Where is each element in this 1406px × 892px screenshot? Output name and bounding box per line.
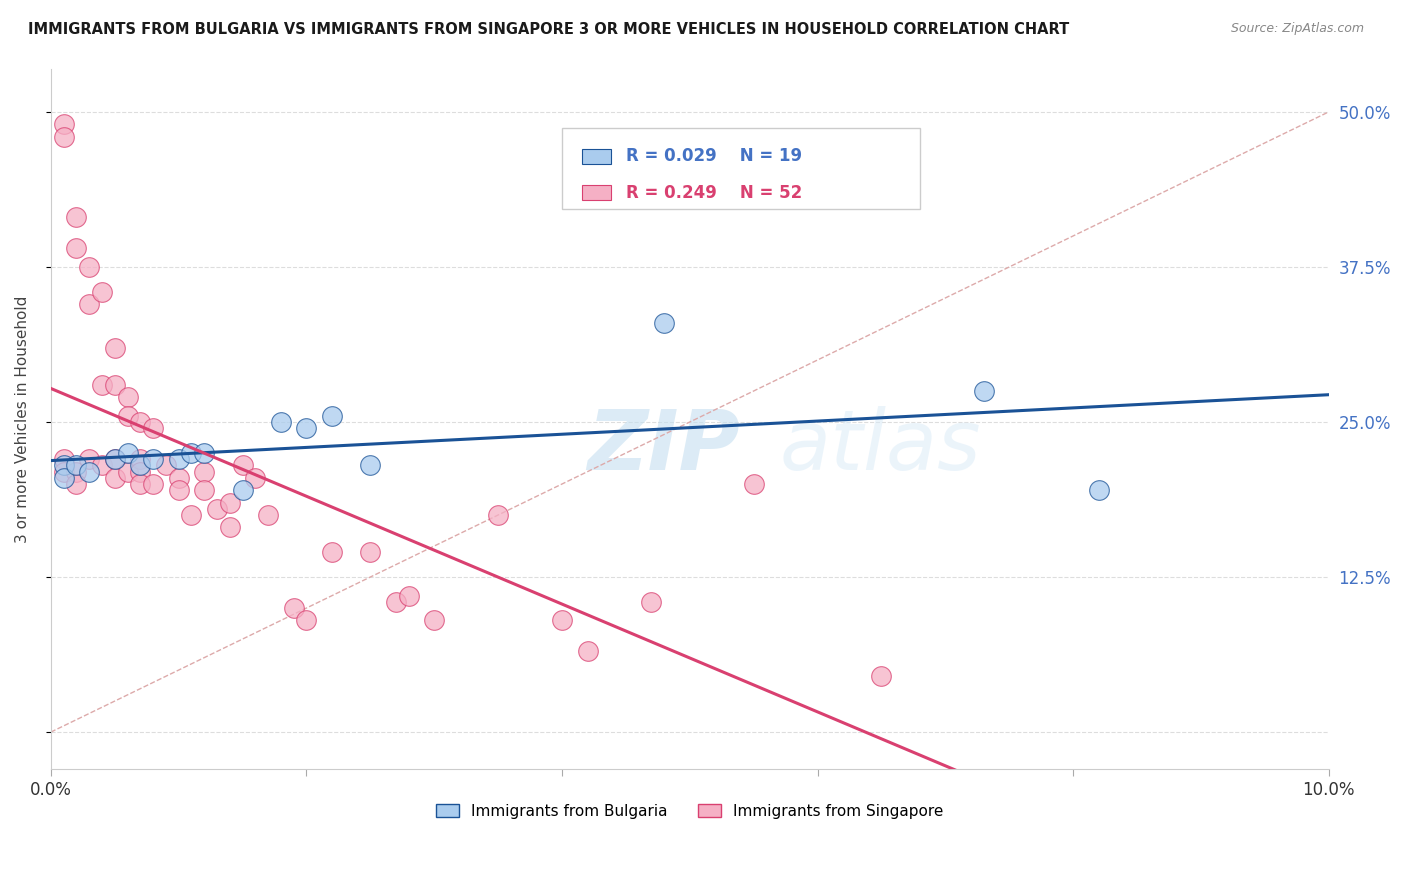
Point: [180, 446, 202, 460]
Point: [193, 483, 215, 498]
Legend: Immigrants from Bulgaria, Immigrants from Singapore: Immigrants from Bulgaria, Immigrants fro…: [430, 797, 949, 825]
Point: [52, 458, 75, 473]
Point: [205, 501, 228, 516]
Point: [321, 545, 343, 559]
Text: R = 0.029    N = 19: R = 0.029 N = 19: [626, 147, 801, 165]
Point: [973, 384, 995, 398]
Point: [65, 477, 87, 491]
Point: [193, 465, 215, 479]
Point: [52, 117, 75, 131]
Y-axis label: 3 or more Vehicles in Household: 3 or more Vehicles in Household: [15, 295, 30, 542]
Point: [52, 465, 75, 479]
Point: [52, 452, 75, 467]
Point: [155, 458, 177, 473]
Point: [129, 465, 152, 479]
Point: [295, 421, 318, 435]
Point: [257, 508, 280, 522]
Point: [652, 316, 675, 330]
Point: [167, 452, 190, 467]
Point: [65, 458, 87, 473]
Point: [167, 483, 190, 498]
Point: [65, 211, 87, 225]
Point: [640, 595, 662, 609]
Point: [167, 471, 190, 485]
Text: R = 0.249    N = 52: R = 0.249 N = 52: [626, 184, 801, 202]
Point: [193, 446, 215, 460]
Point: [295, 614, 318, 628]
Point: [1087, 483, 1109, 498]
Point: [117, 465, 139, 479]
Point: [77, 452, 100, 467]
Point: [283, 601, 305, 615]
Point: [870, 669, 893, 683]
Point: [91, 377, 114, 392]
FancyBboxPatch shape: [582, 149, 610, 164]
Point: [104, 452, 127, 467]
Point: [142, 477, 165, 491]
FancyBboxPatch shape: [582, 185, 610, 201]
Point: [245, 471, 267, 485]
Point: [104, 341, 127, 355]
Point: [104, 377, 127, 392]
Point: [117, 409, 139, 423]
Point: [104, 452, 127, 467]
Point: [218, 520, 240, 534]
Point: [423, 614, 446, 628]
Point: [129, 452, 152, 467]
Text: Source: ZipAtlas.com: Source: ZipAtlas.com: [1230, 22, 1364, 36]
Point: [576, 644, 599, 658]
Text: IMMIGRANTS FROM BULGARIA VS IMMIGRANTS FROM SINGAPORE 3 OR MORE VEHICLES IN HOUS: IMMIGRANTS FROM BULGARIA VS IMMIGRANTS F…: [28, 22, 1070, 37]
Point: [91, 458, 114, 473]
FancyBboxPatch shape: [562, 128, 920, 209]
Point: [77, 297, 100, 311]
Point: [486, 508, 509, 522]
Point: [218, 495, 240, 509]
Point: [129, 458, 152, 473]
Point: [142, 452, 165, 467]
Point: [398, 589, 420, 603]
Point: [231, 458, 253, 473]
Point: [91, 285, 114, 299]
Point: [385, 595, 408, 609]
Text: atlas: atlas: [779, 407, 981, 487]
Point: [65, 465, 87, 479]
Point: [117, 446, 139, 460]
Point: [129, 477, 152, 491]
Point: [77, 465, 100, 479]
Point: [231, 483, 253, 498]
Point: [65, 241, 87, 255]
Point: [321, 409, 343, 423]
Point: [551, 614, 574, 628]
Text: ZIP: ZIP: [588, 407, 740, 487]
Point: [129, 415, 152, 429]
Point: [180, 508, 202, 522]
Point: [142, 421, 165, 435]
Point: [104, 471, 127, 485]
Point: [117, 390, 139, 404]
Point: [77, 260, 100, 274]
Point: [52, 129, 75, 144]
Point: [359, 458, 381, 473]
Point: [52, 471, 75, 485]
Point: [359, 545, 381, 559]
Point: [742, 477, 765, 491]
Point: [270, 415, 292, 429]
